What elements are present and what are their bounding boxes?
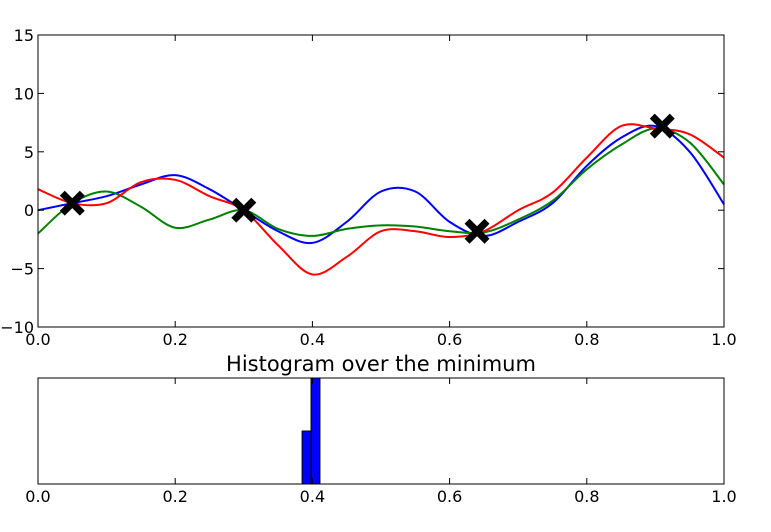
x-marker-stroke	[59, 190, 85, 216]
histogram-x-tick-label: 0.0	[25, 487, 50, 506]
plot-frame	[37, 34, 725, 328]
x-marker-2	[231, 197, 257, 223]
x-marker-stroke	[464, 218, 490, 244]
x-tick-label: 0.2	[162, 330, 187, 349]
histogram-x-tick-label: 0.8	[574, 487, 599, 506]
x-tick-label: 0.6	[437, 330, 462, 349]
histogram-frame	[37, 377, 725, 485]
x-tick-label: 0.0	[25, 330, 50, 349]
series-group	[37, 123, 725, 276]
y-tick-label: 10	[14, 84, 34, 103]
series-line-1	[37, 124, 725, 245]
histogram-x-tick-label: 0.2	[162, 487, 187, 506]
histogram-x-tick-label: 1.0	[711, 487, 736, 506]
x-tick-label: 1.0	[711, 330, 736, 349]
x-tick-label: 0.8	[574, 330, 599, 349]
series-line-3	[37, 123, 725, 276]
histogram-x-tick-label: 0.4	[300, 487, 325, 506]
histogram-bar-2	[310, 377, 321, 485]
series-line-2	[37, 127, 725, 237]
line-chart: 0.0 0.2 0.4 0.6 0.8 1.0 15 10 5 0 −5 −10	[0, 26, 736, 349]
x-marker-stroke	[231, 197, 257, 223]
histogram-title: Histogram over the minimum	[226, 352, 536, 376]
x-marker-4	[649, 113, 675, 139]
y-tick-label: 15	[14, 26, 34, 45]
histogram-plot-area	[38, 378, 724, 484]
plot-area	[38, 35, 724, 327]
marker-group	[59, 113, 675, 244]
y-tick-label: 0	[24, 201, 34, 220]
x-marker-stroke	[649, 113, 675, 139]
y-tick-label: −10	[0, 318, 34, 337]
x-ticks: 0.0 0.2 0.4 0.6 0.8 1.0	[25, 35, 737, 349]
y-tick-label: −5	[10, 260, 34, 279]
y-ticks: 15 10 5 0 −5 −10	[0, 26, 724, 337]
histogram-x-ticks: 0.0 0.2 0.4 0.6 0.8 1.0	[25, 378, 737, 506]
y-tick-label: 5	[24, 143, 34, 162]
histogram-x-tick-label: 0.6	[437, 487, 462, 506]
histogram-chart: Histogram over the minimum 0.0 0.2 0.4 0.6 0…	[25, 352, 736, 506]
x-tick-label: 0.4	[300, 330, 325, 349]
x-marker-3	[464, 218, 490, 244]
x-marker-1	[59, 190, 85, 216]
histogram-bar-1	[301, 430, 312, 485]
